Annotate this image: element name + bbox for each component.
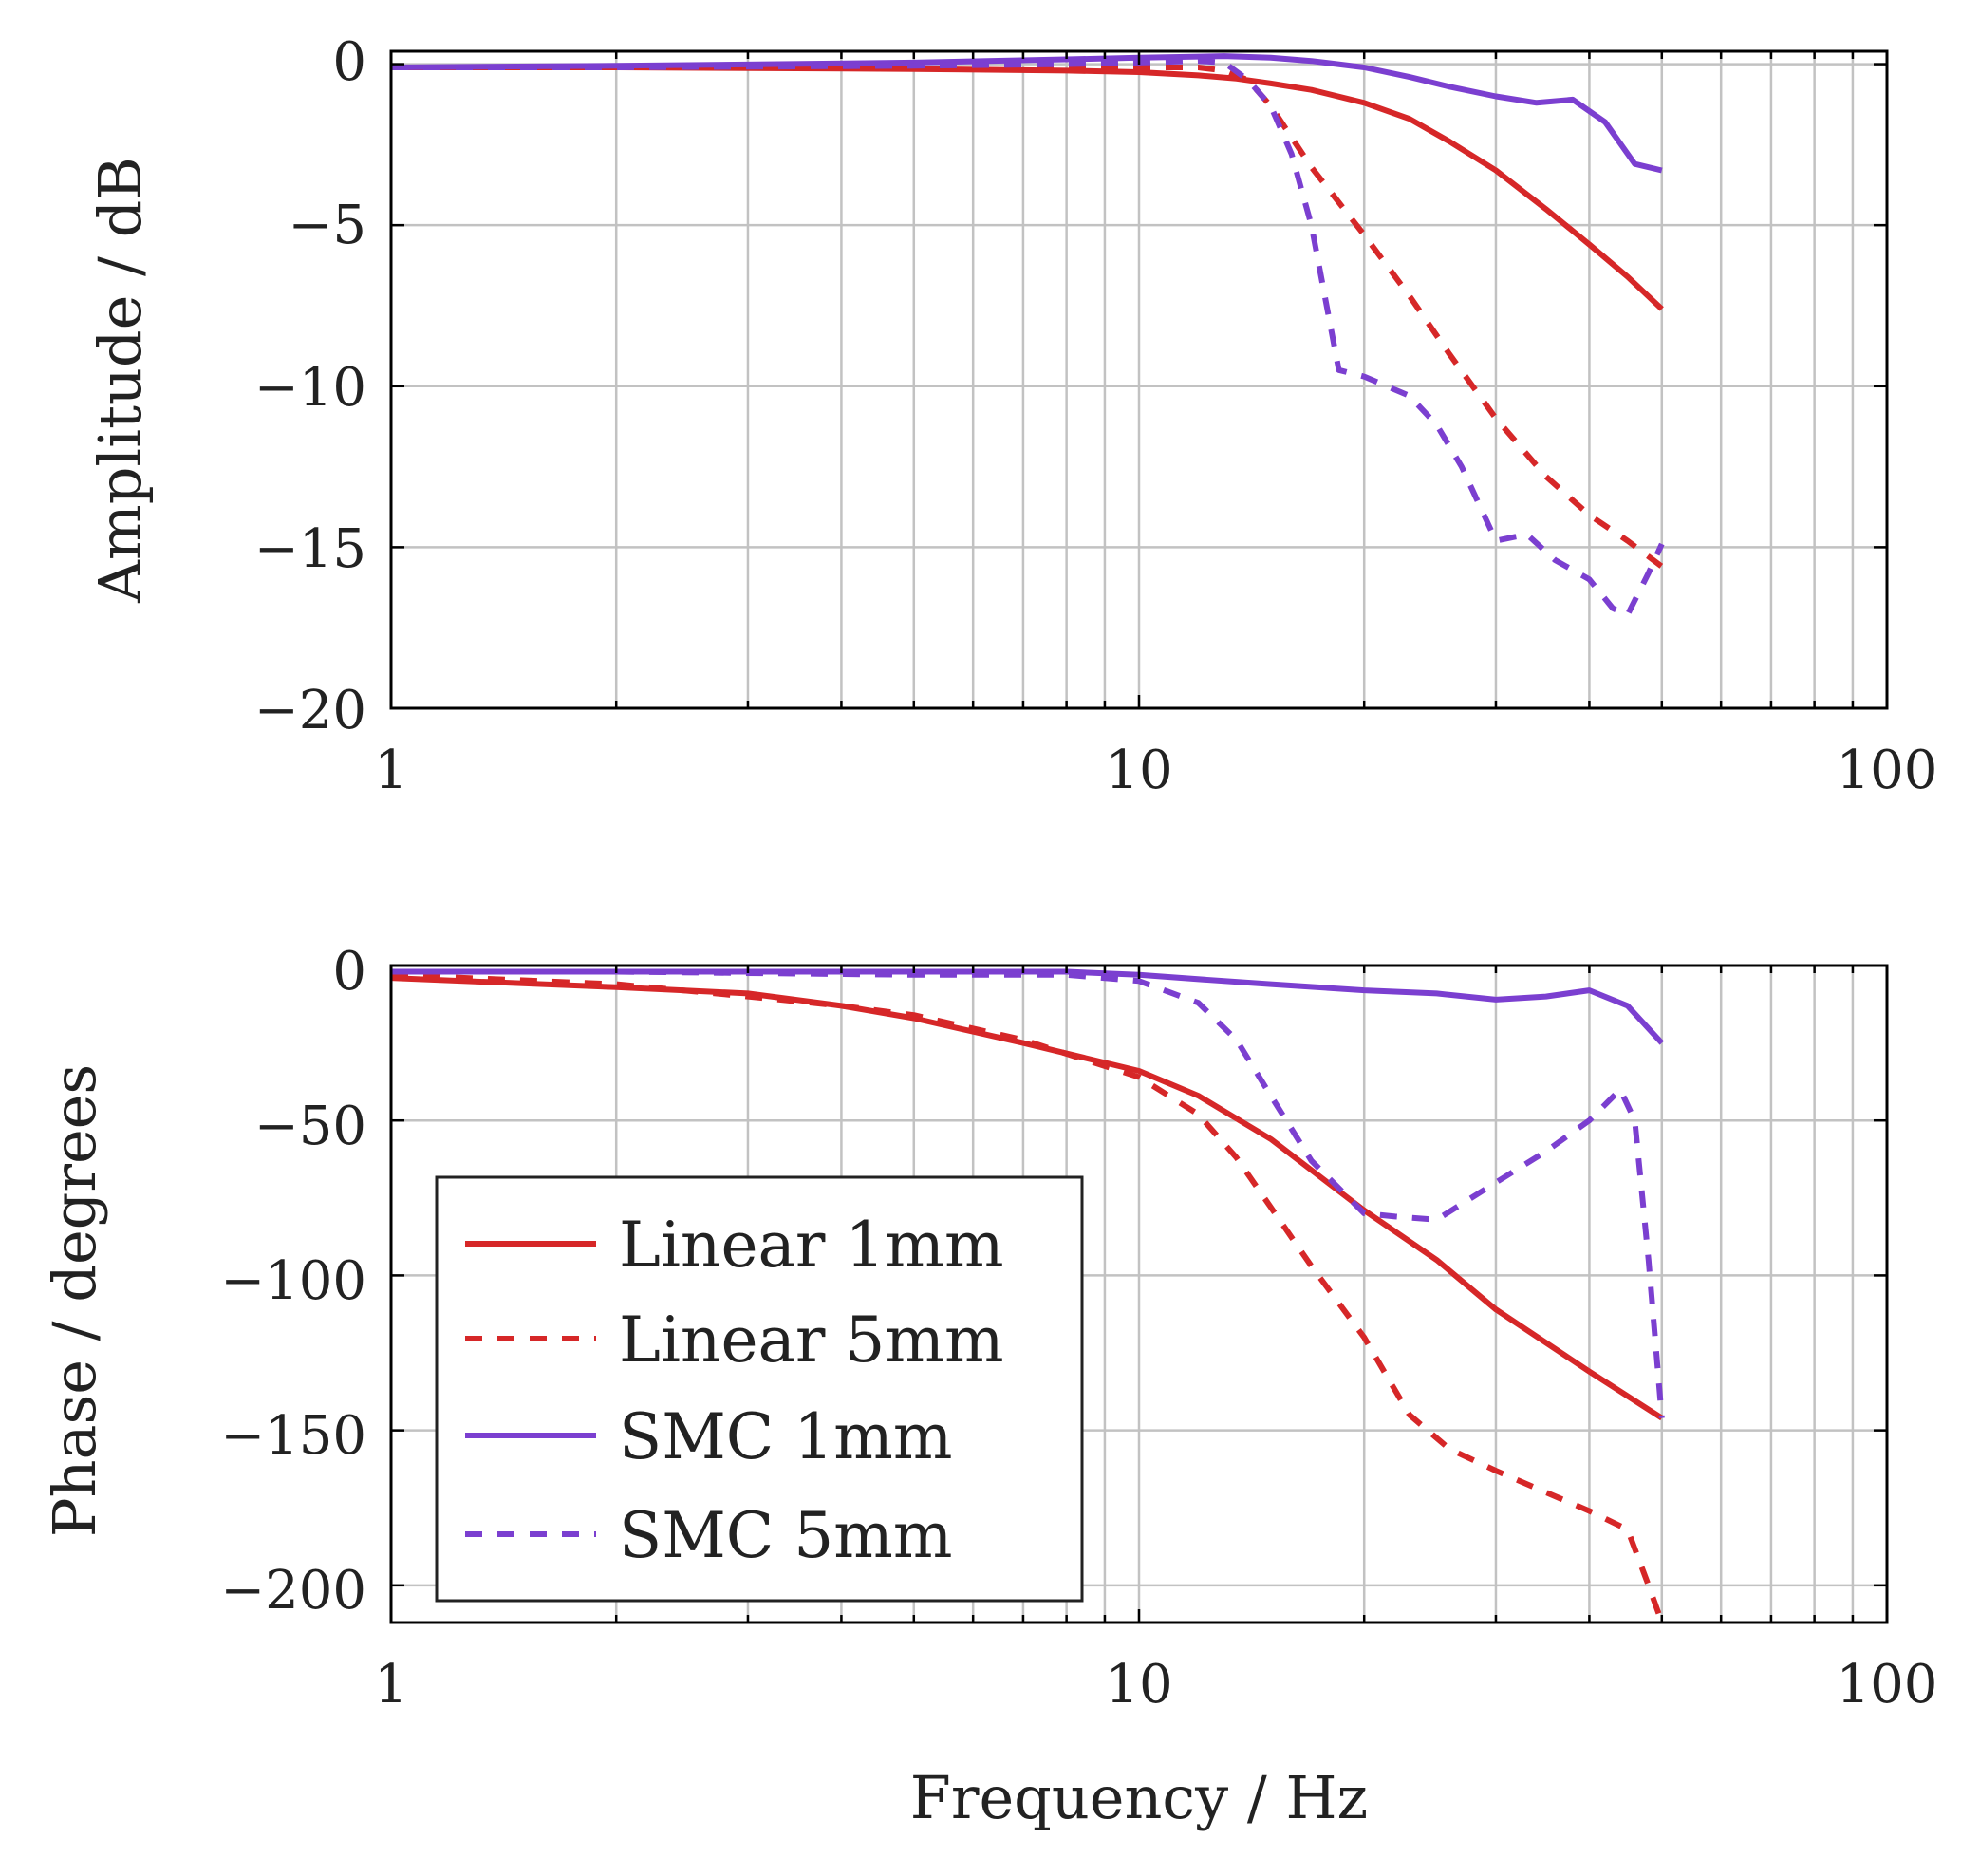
phase-ylabel: Phase / degrees [40,1064,109,1537]
amplitude-series-linear-1mm [391,65,1664,311]
amplitude-ylabel: Amplitude / dB [85,157,155,604]
amplitude-ytick-2: −10 [254,357,366,419]
phase-series-smc-5mm [391,968,1665,1418]
phase-ytick-2: −100 [220,1250,366,1312]
phase-series [391,968,1665,1623]
amplitude-ytick-1: −5 [288,195,366,256]
phase-ytick-1: −50 [254,1096,366,1157]
phase-ytick-3: −150 [220,1405,366,1467]
amplitude-xtick-1: 10 [1105,740,1172,801]
amplitude-series-smc-5mm [391,58,1665,618]
legend-label-linear-5mm: Linear 5mm [619,1304,1004,1377]
phase-ticks [391,964,1887,1623]
phase-ytick-0: 0 [332,941,366,1003]
phase-xtick-2: 100 [1837,1654,1938,1716]
legend-label-smc-1mm: SMC 1mm [619,1400,952,1473]
amplitude-ytick-3: −15 [254,518,366,580]
amplitude-series-linear-5mm [391,65,1664,570]
amplitude-xtick-0: 1 [374,740,408,801]
amplitude-chart: 0 −5 −10 −15 −20 1 10 100 Amplitude / dB [85,31,1937,801]
legend: Linear 1mm Linear 5mm SMC 1mm SMC 5mm [435,1175,1084,1603]
phase-chart: 0 −50 −100 −150 −200 1 10 100 Phase / de… [40,941,1937,1832]
phase-xtick-0: 1 [374,1654,408,1716]
amplitude-ytick-0: 0 [332,31,366,93]
amplitude-series [391,53,1665,618]
phase-ytick-4: −200 [220,1560,366,1622]
legend-label-linear-1mm: Linear 1mm [619,1209,1004,1282]
phase-series-linear-5mm [391,971,1665,1623]
amplitude-ytick-4: −20 [254,680,366,741]
amplitude-xtick-2: 100 [1837,740,1938,801]
amplitude-grid [391,51,1887,708]
phase-xlabel: Frequency / Hz [910,1763,1368,1832]
phase-series-smc-1mm [391,968,1665,1045]
phase-xtick-1: 10 [1105,1654,1172,1716]
legend-label-smc-5mm: SMC 5mm [619,1499,952,1572]
legend-box [435,1175,1084,1603]
amplitude-series-smc-1mm [391,53,1663,174]
phase-series-linear-1mm [391,975,1664,1421]
amplitude-ticks [391,51,1887,710]
